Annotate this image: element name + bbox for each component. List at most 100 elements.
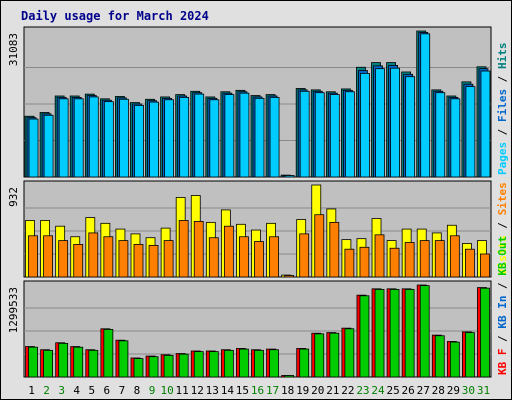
bar-pages-day-10 bbox=[164, 99, 175, 178]
bar-pages-day-8 bbox=[134, 105, 144, 178]
bar-kb-out-day-9 bbox=[148, 356, 159, 378]
bar-sites-day-26 bbox=[404, 242, 415, 278]
bar-sites-day-30 bbox=[465, 248, 475, 278]
bar-kb-out-day-13 bbox=[208, 351, 219, 378]
bar-kb-out-day-15 bbox=[239, 348, 249, 378]
x-tick-label: 3 bbox=[58, 384, 65, 397]
bar-pages-day-31 bbox=[480, 70, 491, 178]
x-tick-label: 12 bbox=[191, 384, 204, 397]
bar-kb-out-day-18 bbox=[284, 375, 295, 378]
y-max-label: 932 bbox=[7, 187, 20, 207]
legend: Visits / Sites bbox=[496, 182, 509, 275]
x-tick-label: 18 bbox=[281, 384, 294, 397]
x-tick-label: 8 bbox=[134, 384, 141, 397]
x-tick-label: 30 bbox=[462, 384, 475, 397]
bar-pages-day-22 bbox=[344, 91, 355, 178]
bar-kb-out-day-31 bbox=[480, 287, 490, 378]
x-tick-label: 10 bbox=[160, 384, 173, 397]
bar-kb-out-day-14 bbox=[223, 349, 234, 378]
x-tick-label: 28 bbox=[432, 384, 445, 397]
x-tick-label: 14 bbox=[221, 384, 235, 397]
bar-sites-day-22 bbox=[344, 248, 355, 278]
x-tick-label: 7 bbox=[119, 384, 126, 397]
x-tick-label: 1 bbox=[28, 384, 35, 397]
bar-pages-day-9 bbox=[149, 101, 159, 178]
bar-sites-day-16 bbox=[254, 241, 264, 278]
bar-sites-day-29 bbox=[449, 235, 460, 278]
bar-sites-day-1 bbox=[28, 235, 38, 278]
bar-pages-day-21 bbox=[329, 94, 340, 178]
bar-kb-out-day-11 bbox=[178, 353, 189, 378]
bar-pages-day-4 bbox=[73, 98, 84, 178]
bar-pages-day-2 bbox=[43, 114, 54, 178]
x-tick-label: 15 bbox=[236, 384, 249, 397]
x-tick-label: 24 bbox=[371, 384, 385, 397]
bar-kb-out-day-28 bbox=[434, 335, 445, 378]
y-max-label: 31083 bbox=[7, 33, 20, 66]
bar-kb-out-day-25 bbox=[389, 289, 400, 378]
bar-pages-day-26 bbox=[405, 76, 416, 178]
bar-kb-out-day-1 bbox=[28, 346, 38, 378]
bar-sites-day-12 bbox=[193, 221, 204, 278]
bar-kb-out-day-19 bbox=[299, 348, 310, 378]
legend: KB F / KB In / KB Out bbox=[496, 236, 509, 375]
bar-sites-day-10 bbox=[163, 240, 174, 278]
bar-sites-day-24 bbox=[374, 234, 385, 278]
bar-kb-out-day-6 bbox=[103, 329, 114, 378]
bar-pages-day-18 bbox=[284, 175, 295, 178]
panel-3: 1299533 KB F / KB In / KB Out bbox=[7, 236, 509, 378]
bar-pages-day-11 bbox=[179, 97, 190, 178]
bar-pages-day-16 bbox=[254, 97, 265, 178]
bar-sites-day-18 bbox=[284, 275, 295, 278]
legend-separator: / bbox=[496, 276, 509, 296]
legend: Pages / Files / Hits bbox=[496, 43, 509, 176]
bar-sites-day-23 bbox=[359, 246, 370, 278]
x-tick-label: 9 bbox=[149, 384, 156, 397]
bar-sites-day-20 bbox=[314, 214, 325, 278]
bar-sites-day-2 bbox=[43, 235, 53, 278]
bar-sites-day-11 bbox=[178, 220, 189, 278]
x-tick-label: 11 bbox=[176, 384, 189, 397]
bar-pages-day-13 bbox=[209, 99, 220, 178]
bar-sites-day-4 bbox=[73, 244, 84, 278]
bar-pages-day-19 bbox=[299, 90, 310, 178]
bar-kb-out-day-20 bbox=[314, 333, 325, 378]
legend-separator: / bbox=[496, 69, 509, 89]
bar-kb-out-day-27 bbox=[419, 285, 430, 378]
x-tick-label: 21 bbox=[326, 384, 339, 397]
legend-separator: / bbox=[496, 122, 509, 142]
bar-kb-out-day-3 bbox=[58, 342, 69, 378]
legend-item-visits: Visits bbox=[496, 235, 509, 275]
bar-sites-day-8 bbox=[133, 244, 144, 278]
x-tick-label: 26 bbox=[402, 384, 415, 397]
bar-pages-day-6 bbox=[103, 101, 114, 178]
bar-sites-day-5 bbox=[88, 232, 99, 278]
bar-kb-out-day-30 bbox=[465, 332, 475, 378]
bar-kb-out-day-5 bbox=[88, 349, 99, 378]
x-tick-label: 23 bbox=[356, 384, 369, 397]
bar-kb-out-day-24 bbox=[374, 289, 385, 378]
x-tick-label: 25 bbox=[386, 384, 399, 397]
bar-sites-day-27 bbox=[419, 240, 430, 278]
x-tick-label: 27 bbox=[417, 384, 430, 397]
bar-kb-out-day-8 bbox=[133, 358, 144, 378]
legend-item-kb-out: KB Out bbox=[496, 236, 509, 276]
bar-pages-day-25 bbox=[390, 67, 400, 178]
bar-pages-day-28 bbox=[435, 92, 446, 178]
bar-kb-out-day-17 bbox=[269, 349, 279, 378]
bar-kb-out-day-29 bbox=[449, 341, 460, 378]
bar-pages-day-29 bbox=[450, 98, 461, 178]
bar-sites-day-19 bbox=[299, 233, 310, 278]
bar-sites-day-15 bbox=[239, 236, 249, 278]
legend-item-files: Files bbox=[496, 89, 509, 122]
bar-pages-day-30 bbox=[465, 86, 476, 178]
bar-sites-day-14 bbox=[223, 225, 234, 278]
bar-pages-day-24 bbox=[375, 68, 385, 178]
bar-sites-day-21 bbox=[329, 221, 340, 278]
x-tick-label: 29 bbox=[447, 384, 460, 397]
bar-pages-day-1 bbox=[28, 118, 39, 178]
bar-pages-day-17 bbox=[269, 97, 280, 178]
x-tick-label: 20 bbox=[311, 384, 324, 397]
legend-item-sites: Sites bbox=[496, 182, 509, 215]
bar-pages-day-12 bbox=[194, 93, 205, 178]
